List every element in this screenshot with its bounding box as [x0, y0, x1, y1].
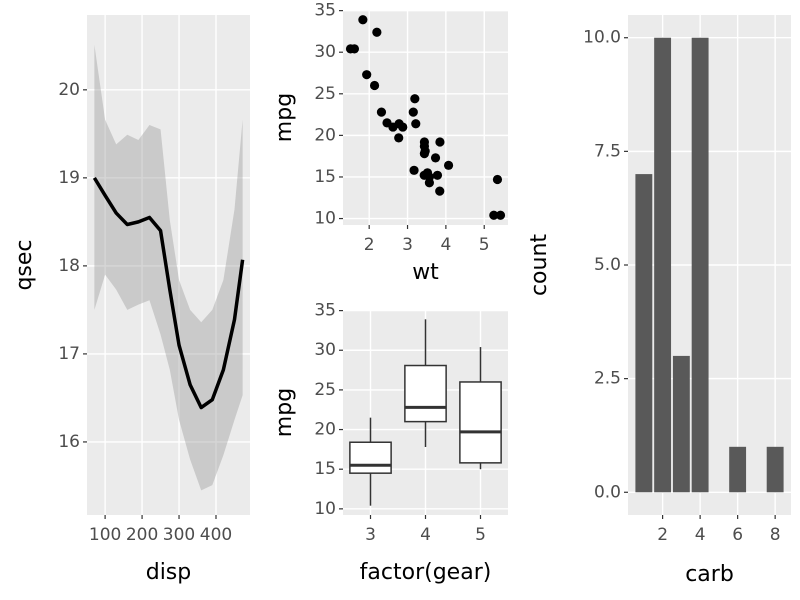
bar: [654, 37, 672, 493]
point: [411, 119, 421, 129]
point: [435, 137, 445, 147]
point: [394, 133, 404, 143]
bar: [766, 446, 784, 493]
x-tick-label: 200: [126, 525, 158, 545]
point: [409, 165, 419, 175]
point: [430, 153, 441, 163]
x-tick-label: 5: [479, 235, 490, 255]
panel-background: [87, 15, 250, 515]
bar: [672, 355, 690, 493]
y-tick-label: 20: [314, 420, 336, 440]
point: [382, 118, 392, 128]
x-axis-title: wt: [412, 260, 439, 285]
y-tick-label: 10: [314, 499, 336, 519]
x-tick-label: 100: [89, 525, 121, 545]
point: [419, 137, 430, 147]
x-tick-label: 3: [365, 525, 376, 545]
panel-background: [343, 10, 508, 225]
y-tick-label: 15: [314, 459, 336, 479]
point: [432, 170, 443, 180]
y-axis-title: mpg: [272, 93, 297, 142]
point: [362, 70, 372, 80]
x-tick-label: 300: [163, 525, 195, 545]
x-axis-title: disp: [146, 560, 192, 585]
y-tick-label: 2.5: [594, 369, 621, 389]
point: [372, 27, 382, 37]
point: [410, 94, 420, 104]
confidence-ribbon: [94, 44, 243, 491]
y-tick-label: 30: [314, 42, 336, 62]
y-tick-label: 25: [314, 380, 336, 400]
x-tick-label: 6: [732, 525, 743, 545]
y-tick-label: 20: [58, 80, 80, 100]
bar: [729, 446, 747, 493]
y-tick-label: 16: [58, 432, 80, 452]
y-tick-label: 19: [58, 168, 80, 188]
point: [408, 107, 418, 117]
y-tick-label: 25: [314, 84, 336, 104]
y-tick-label: 15: [314, 167, 336, 187]
box: [404, 364, 447, 423]
point: [369, 80, 380, 91]
point: [443, 160, 454, 170]
point: [345, 44, 356, 54]
x-tick-label: 2: [657, 525, 668, 545]
y-tick-label: 35: [314, 301, 336, 321]
point: [492, 174, 503, 185]
point: [495, 210, 506, 220]
x-tick-label: 3: [402, 235, 413, 255]
x-axis-title: factor(gear): [360, 560, 492, 585]
x-tick-label: 8: [770, 525, 781, 545]
bar: [691, 37, 709, 493]
y-tick-label: 30: [314, 340, 336, 360]
smooth-line: [92, 176, 245, 410]
y-tick-label: 10.0: [583, 28, 621, 48]
y-tick-label: 0.0: [594, 482, 621, 502]
point: [419, 149, 430, 159]
y-tick-label: 17: [58, 344, 80, 364]
point: [394, 119, 404, 129]
y-tick-label: 18: [58, 256, 80, 276]
point: [489, 210, 499, 220]
y-tick-label: 20: [314, 125, 336, 145]
x-tick-label: 2: [364, 235, 375, 255]
point: [435, 186, 445, 196]
x-tick-label: 4: [420, 525, 431, 545]
y-tick-label: 5.0: [594, 255, 621, 275]
y-tick-label: 35: [314, 1, 336, 21]
y-tick-label: 7.5: [594, 141, 621, 161]
x-tick-label: 4: [695, 525, 706, 545]
x-tick-label: 4: [440, 235, 451, 255]
y-tick-label: 10: [314, 209, 336, 229]
y-axis-title: count: [527, 234, 552, 296]
bar: [635, 174, 653, 493]
x-tick-label: 5: [475, 525, 486, 545]
point: [358, 15, 368, 25]
y-axis-title: qsec: [12, 239, 37, 290]
point: [424, 172, 434, 182]
box: [459, 381, 502, 464]
y-axis-title: mpg: [272, 388, 297, 437]
x-axis-title: carb: [685, 562, 734, 587]
point: [376, 107, 387, 117]
x-tick-label: 400: [200, 525, 232, 545]
box: [349, 441, 392, 474]
